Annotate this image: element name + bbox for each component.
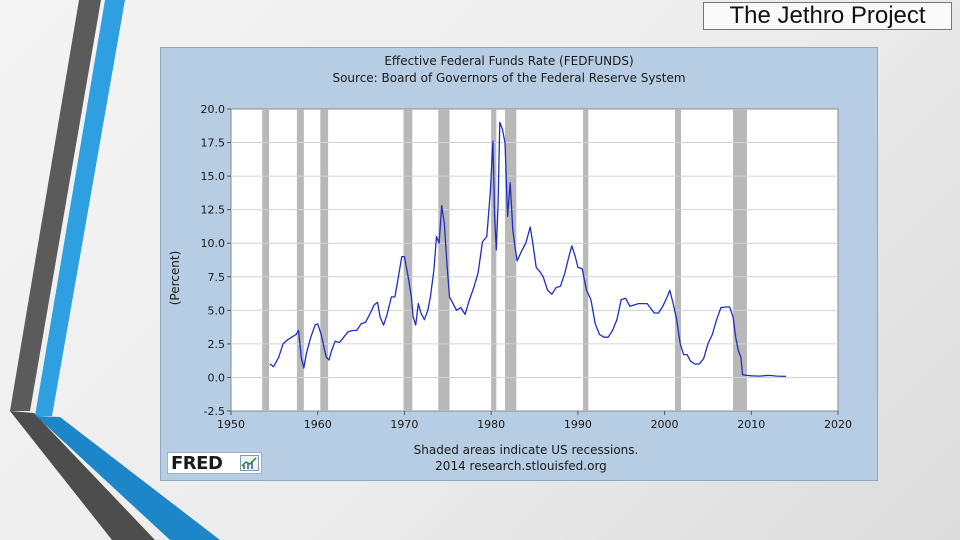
y-tick-label-8: 17.5 xyxy=(201,137,226,150)
fred-chart: Effective Federal Funds Rate (FEDFUNDS) … xyxy=(168,54,852,473)
chart-subtitle: Source: Board of Governors of the Federa… xyxy=(332,71,685,85)
recession-band-8 xyxy=(674,109,682,411)
chart-title: Effective Federal Funds Rate (FEDFUNDS) xyxy=(384,54,633,68)
decor-wedge-dark xyxy=(10,411,155,540)
y-tick-label-9: 20.0 xyxy=(201,103,226,116)
recession-band-9 xyxy=(733,109,747,411)
recession-band-6 xyxy=(505,109,517,411)
decor-wedge-blue xyxy=(36,416,220,540)
x-tick-label-0: 1950 xyxy=(217,418,245,431)
recession-band-4 xyxy=(438,109,450,411)
y-axis-ticks: -2.5 0.0 2.5 5.0 7.5 10.0 12.5 15.0 17.5 20.0 xyxy=(201,103,231,418)
y-tick-label-0: -2.5 xyxy=(204,405,225,418)
x-tick-label-2: 1970 xyxy=(390,418,418,431)
chart-footnote: Shaded areas indicate US recessions. xyxy=(414,443,639,457)
y-tick-label-4: 7.5 xyxy=(208,271,226,284)
y-tick-label-1: 0.0 xyxy=(208,371,226,384)
x-tick-label-1: 1960 xyxy=(304,418,332,431)
y-axis-label: (Percent) xyxy=(168,251,182,306)
series-line-fedfunds xyxy=(269,121,787,378)
x-tick-label-4: 1990 xyxy=(564,418,592,431)
x-tick-label-7: 2020 xyxy=(824,418,852,431)
chart-source: 2014 research.stlouisfed.org xyxy=(435,459,607,473)
recession-band-2 xyxy=(320,109,329,411)
x-tick-label-5: 2000 xyxy=(651,418,679,431)
y-tick-label-7: 15.0 xyxy=(201,170,226,183)
fred-chart-icon xyxy=(240,455,259,471)
chart-frame: Effective Federal Funds Rate (FEDFUNDS) … xyxy=(160,47,878,481)
x-tick-label-6: 2010 xyxy=(737,418,765,431)
recession-band-5 xyxy=(491,109,497,411)
decor-stripe-blue xyxy=(35,0,125,416)
y-tick-label-6: 12.5 xyxy=(201,204,226,217)
recession-band-0 xyxy=(262,109,270,411)
x-axis-ticks: 1950 1960 1970 1980 1990 2000 2010 2020 xyxy=(217,411,852,431)
brand-title: The Jethro Project xyxy=(703,2,952,30)
x-tick-label-3: 1980 xyxy=(477,418,505,431)
y-tick-label-2: 2.5 xyxy=(208,338,226,351)
recession-band-1 xyxy=(296,109,304,411)
recession-bands xyxy=(262,109,747,411)
y-tick-label-3: 5.0 xyxy=(208,304,226,317)
recession-band-7 xyxy=(583,109,589,411)
recession-band-3 xyxy=(403,109,413,411)
decor-stripe-dark xyxy=(10,0,101,411)
fred-logo[interactable]: FRED xyxy=(167,452,262,474)
y-tick-label-5: 10.0 xyxy=(201,237,226,250)
fred-logo-text: FRED xyxy=(171,453,223,474)
